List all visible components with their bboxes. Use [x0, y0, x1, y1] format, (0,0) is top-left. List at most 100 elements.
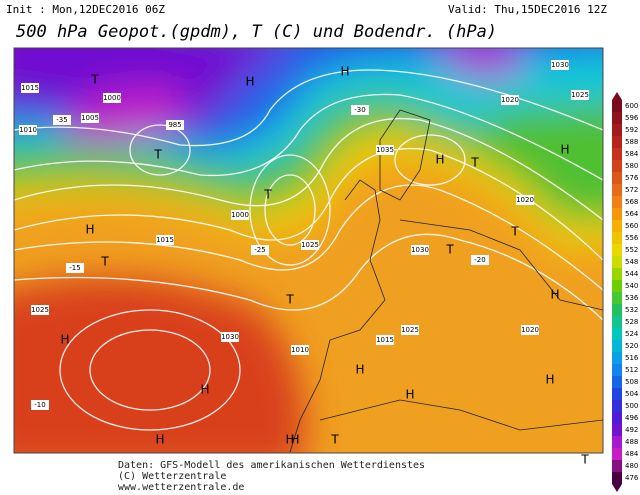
colorbar-label: 480 [625, 462, 638, 470]
colorbar-cell [612, 364, 622, 376]
pressure-center: H [405, 388, 414, 402]
label-box [166, 120, 184, 130]
colorbar-cell [612, 124, 622, 136]
pressure-center: T [90, 73, 99, 87]
colorbar-label: 600 [625, 102, 638, 110]
colorbar-cell [612, 448, 622, 460]
colorbar-label: 588 [625, 138, 638, 146]
label-box [291, 345, 309, 355]
colorbar-label: 508 [625, 378, 638, 386]
label-box [251, 245, 269, 255]
colorbar-label: 524 [625, 330, 639, 338]
colorbar-cell [612, 244, 622, 256]
pressure-center: T [330, 433, 339, 447]
label-box [103, 93, 121, 103]
label-box [156, 235, 174, 245]
colorbar-label: 592 [625, 126, 638, 134]
pressure-center: T [153, 148, 162, 162]
map-frame [13, 47, 604, 454]
pressure-center: H [290, 433, 299, 447]
pressure-center: T [100, 255, 109, 269]
colorbar-cell [612, 388, 622, 400]
contour-label: 1015 [376, 336, 394, 344]
contour-label: -10 [34, 401, 45, 409]
colorbar-label: 516 [625, 354, 639, 362]
label-box [516, 195, 534, 205]
pressure-center: H [560, 143, 569, 157]
colorbar-label: 484 [625, 450, 639, 458]
contour-label: -35 [56, 116, 67, 124]
pressure-center: H [85, 223, 94, 237]
colorbar-cell [612, 220, 622, 232]
colorbar-cell [612, 148, 622, 160]
colorbar-label: 572 [625, 186, 638, 194]
colorbar-label: 532 [625, 306, 638, 314]
colorbar-label: 520 [625, 342, 638, 350]
pressure-center: H [155, 433, 164, 447]
contour-label: -30 [354, 106, 365, 114]
label-box [411, 245, 429, 255]
contour-label: 1020 [516, 196, 534, 204]
colorbar-cell [612, 400, 622, 412]
contour-label: -15 [69, 264, 80, 272]
colorbar-cell [612, 412, 622, 424]
colorbar-cell [612, 196, 622, 208]
label-box [231, 210, 249, 220]
colorbar-label: 556 [625, 234, 639, 242]
colorbar-cell [612, 136, 622, 148]
pressure-center: H [245, 75, 254, 89]
pressure-center: H [545, 373, 554, 387]
label-box [31, 400, 49, 410]
label-box [471, 255, 489, 265]
colorbar-cell [612, 316, 622, 328]
credit-url[interactable]: www.wetterzentrale.de [118, 482, 244, 493]
contour-label: 1030 [221, 333, 239, 341]
credit-data: Daten: GFS-Modell des amerikanischen Wet… [118, 460, 425, 471]
colorbar-label: 560 [625, 222, 638, 230]
contour-label: 1015 [156, 236, 174, 244]
colorbar: 600 596 592 588 584 580 576 572 568 564 560 556 552 5… [612, 92, 639, 492]
contour-label: 1025 [401, 326, 419, 334]
label-box [401, 325, 419, 335]
colorbar-label: 528 [625, 318, 638, 326]
contour-label: 1025 [571, 91, 589, 99]
pressure-center: H [340, 65, 349, 79]
label-box [19, 125, 37, 135]
colorbar-cell [612, 232, 622, 244]
contour-label: 1025 [301, 241, 319, 249]
pressure-center: H [355, 363, 364, 377]
label-box [501, 95, 519, 105]
colorbar-label: 576 [625, 174, 639, 182]
pressure-center: T [580, 453, 589, 467]
colorbar-label: 596 [625, 114, 639, 122]
colorbar-label: 504 [625, 390, 639, 398]
pressure-center: H [435, 153, 444, 167]
contour-label: -25 [254, 246, 265, 254]
colorbar-label: 488 [625, 438, 638, 446]
contour-label: 1020 [521, 326, 539, 334]
contour-label: 1025 [31, 306, 49, 314]
label-box [301, 240, 319, 250]
colorbar-label: 476 [625, 474, 639, 482]
init-time: Init : Mon,12DEC2016 06Z [6, 3, 165, 16]
pressure-center: T [263, 188, 272, 202]
colorbar-label: 536 [625, 294, 639, 302]
map-title: 500 hPa Geopot.(gpdm), T (C) und Bodendr… [16, 22, 497, 42]
label-box [376, 335, 394, 345]
colorbar-cell [612, 328, 622, 340]
contour-label: 1015 [21, 84, 39, 92]
colorbar-label: 548 [625, 258, 638, 266]
label-box [81, 113, 99, 123]
label-box [21, 83, 39, 93]
colorbar-cell [612, 100, 622, 112]
contour-label: 1010 [291, 346, 309, 354]
pressure-center: T [445, 243, 454, 257]
pressure-center: T [285, 293, 294, 307]
colorbar-label: 540 [625, 282, 638, 290]
contour-label: 1005 [81, 114, 99, 122]
pressure-center: T [470, 156, 479, 170]
colorbar-cell [612, 184, 622, 196]
label-box [376, 145, 394, 155]
label-box [521, 325, 539, 335]
